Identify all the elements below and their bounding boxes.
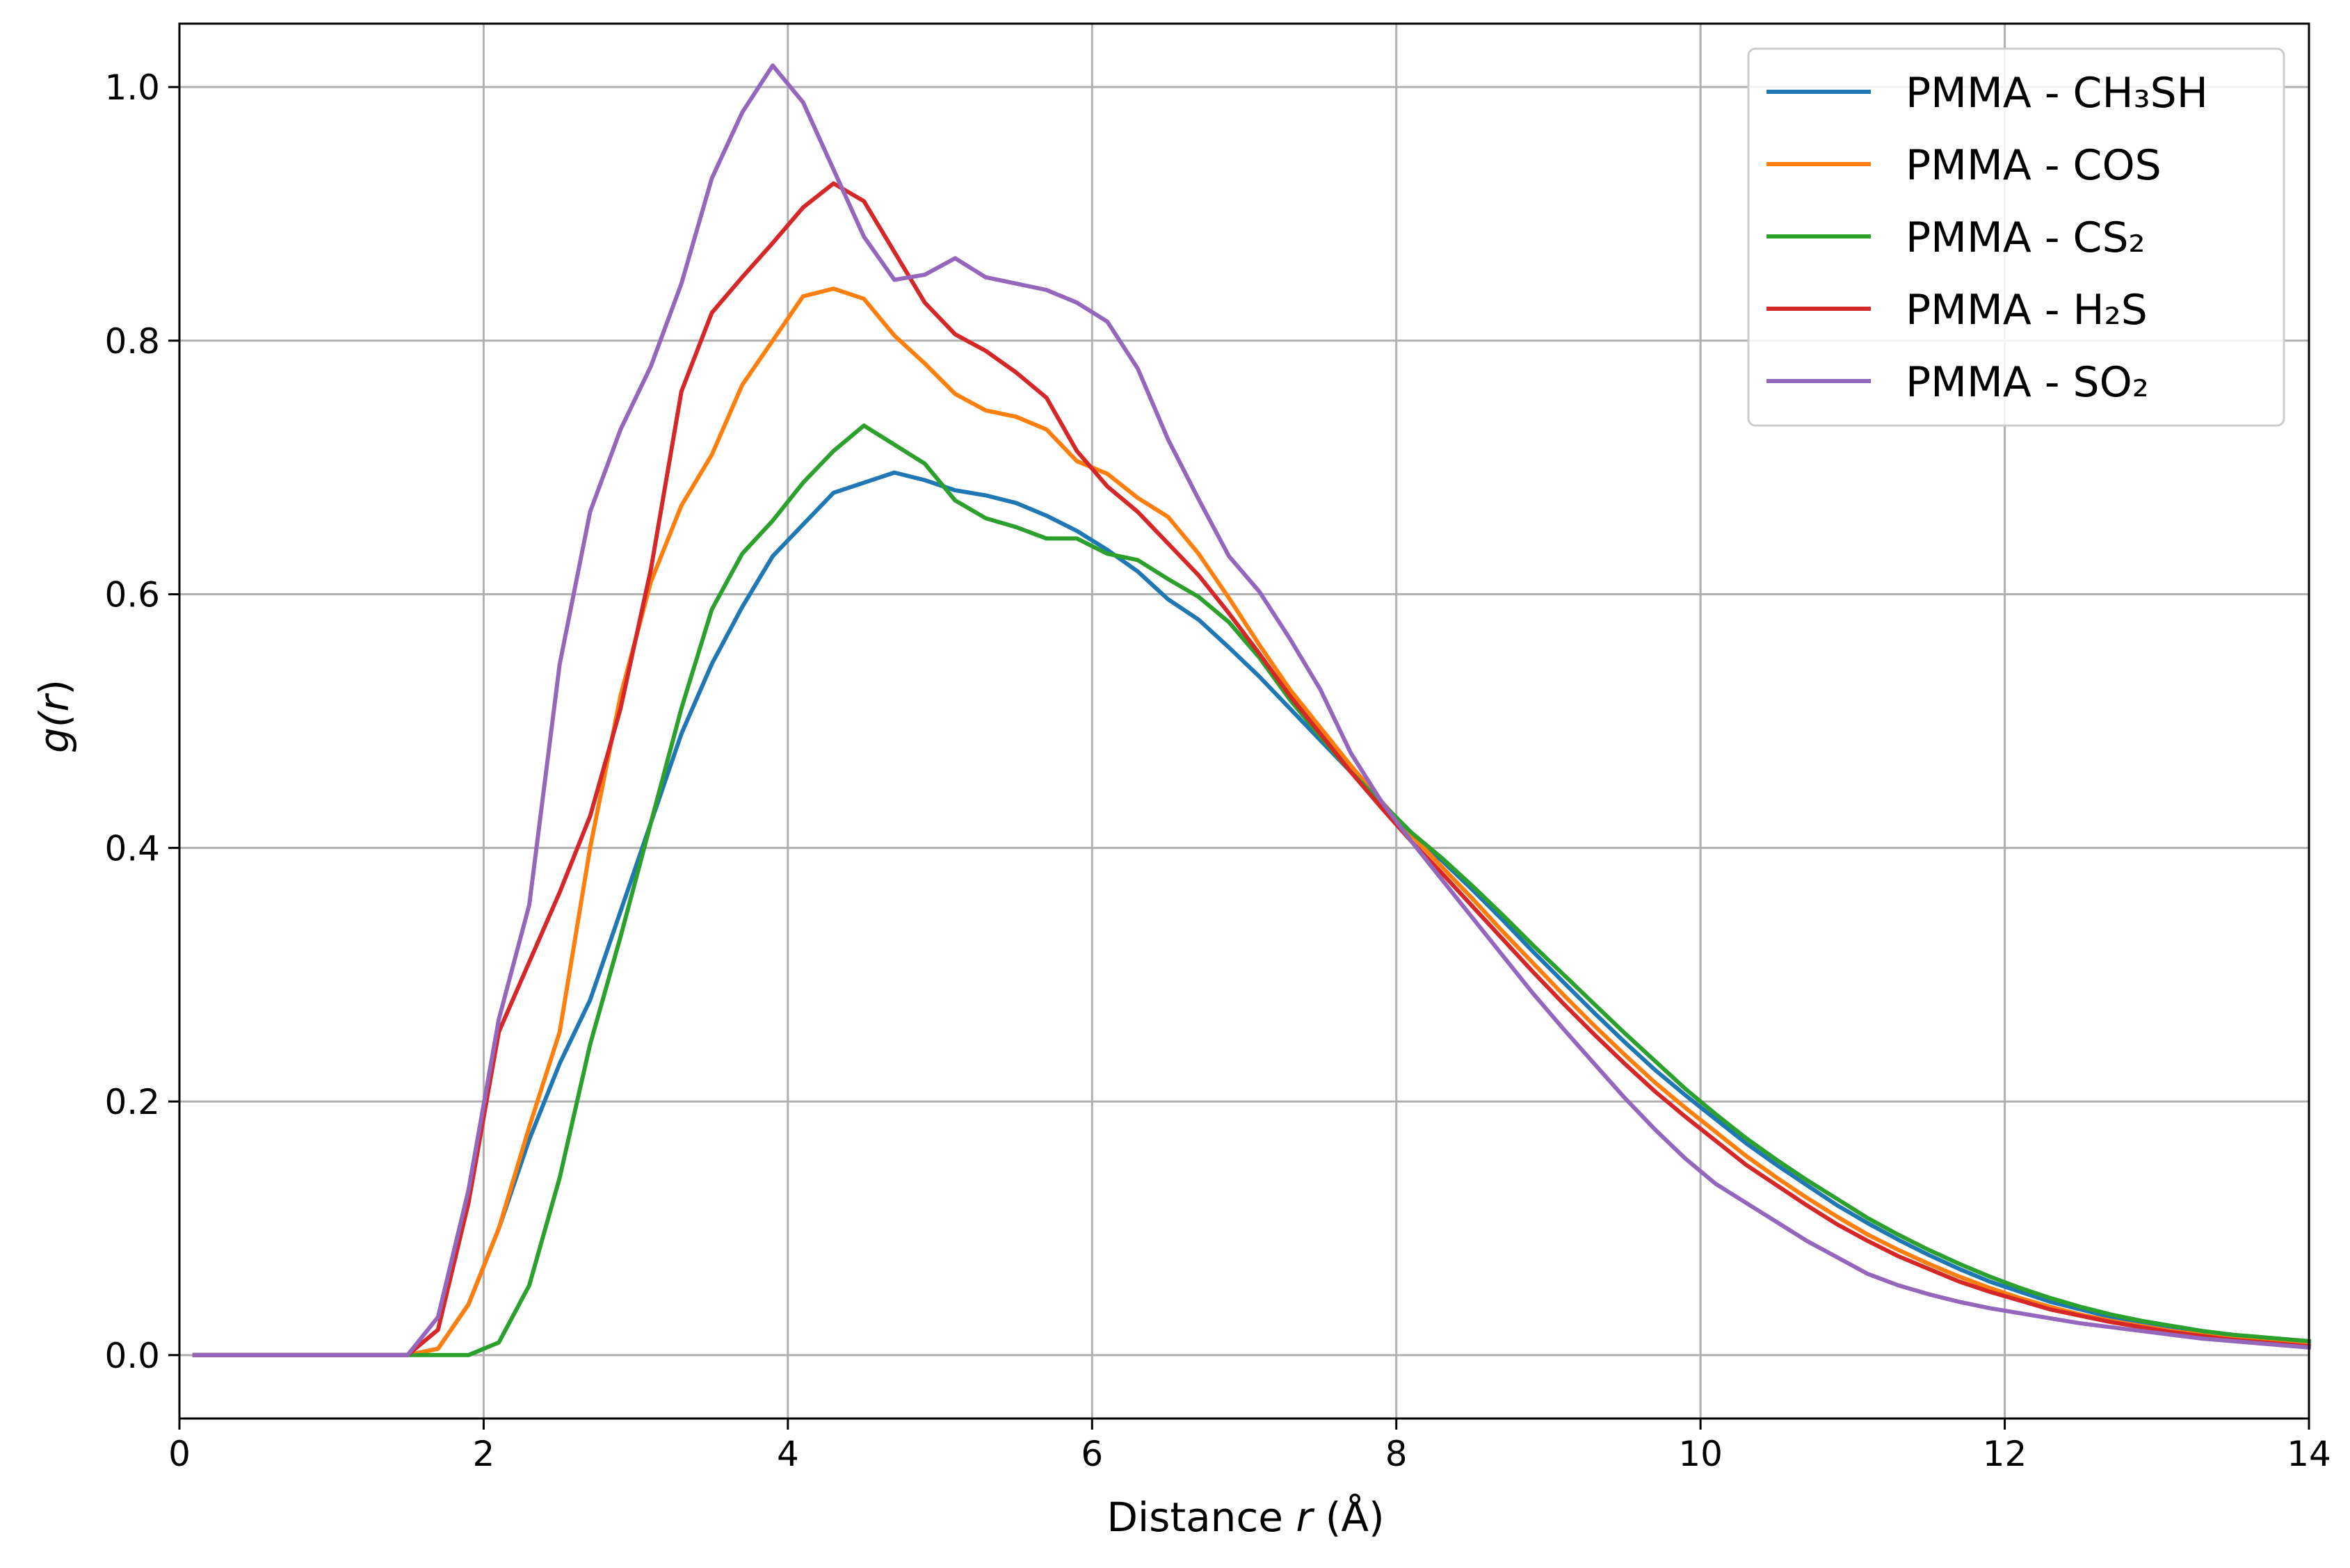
y-axis-label-suffix: ) (31, 679, 78, 695)
x-tick-label: 14 (2287, 1434, 2331, 1474)
legend: PMMA - CH₃SH PMMA - COS PMMA - CS₂ PMMA - H… (1747, 47, 2285, 427)
x-tick-label: 6 (1081, 1434, 1103, 1474)
y-axis-label-var: r (31, 693, 78, 712)
x-axis-label: Distance r (Å) (1106, 1493, 1384, 1541)
legend-label-1: PMMA - COS (1906, 141, 2162, 190)
x-tick-label: 2 (473, 1434, 495, 1474)
x-axis-label-var: r (1296, 1494, 1314, 1541)
legend-label-0: PMMA - CH₃SH (1906, 69, 2208, 118)
legend-label-2: PMMA - CS₂ (1906, 213, 2146, 262)
x-axis-label-suffix: (Å) (1312, 1493, 1384, 1541)
y-tick-label: 0.2 (104, 1082, 160, 1122)
series-layer (192, 63, 2312, 1357)
y-tick-label: 1.0 (104, 67, 160, 108)
legend-label-4: PMMA - SO₂ (1906, 358, 2149, 407)
legend-box (1747, 47, 2285, 427)
x-tick-label: 8 (1385, 1434, 1408, 1474)
y-tick-label: 0.0 (104, 1336, 160, 1376)
x-tick-label: 0 (168, 1434, 191, 1474)
x-tick-label: 12 (1983, 1434, 2027, 1474)
y-tick-label: 0.4 (104, 828, 160, 868)
series-line-3 (192, 181, 2312, 1357)
y-axis-label: g(r) (31, 679, 78, 753)
x-tick-label: 10 (1678, 1434, 1723, 1474)
series-line-1 (192, 286, 2312, 1357)
legend-label-3: PMMA - H₂S (1906, 286, 2148, 334)
y-tick-label: 0.8 (104, 321, 160, 362)
series-line-4 (192, 63, 2312, 1357)
x-axis-label-prefix: Distance (1106, 1494, 1296, 1541)
ticks: 0 2 4 6 8 10 12 14 0.0 0.2 0.4 0.6 0.8 1.0 (104, 67, 2331, 1474)
x-tick-label: 4 (777, 1434, 799, 1474)
plot-frame (178, 22, 2310, 1420)
y-tick-label: 0.6 (104, 575, 160, 615)
y-axis-label-prefix: g( (31, 710, 78, 753)
